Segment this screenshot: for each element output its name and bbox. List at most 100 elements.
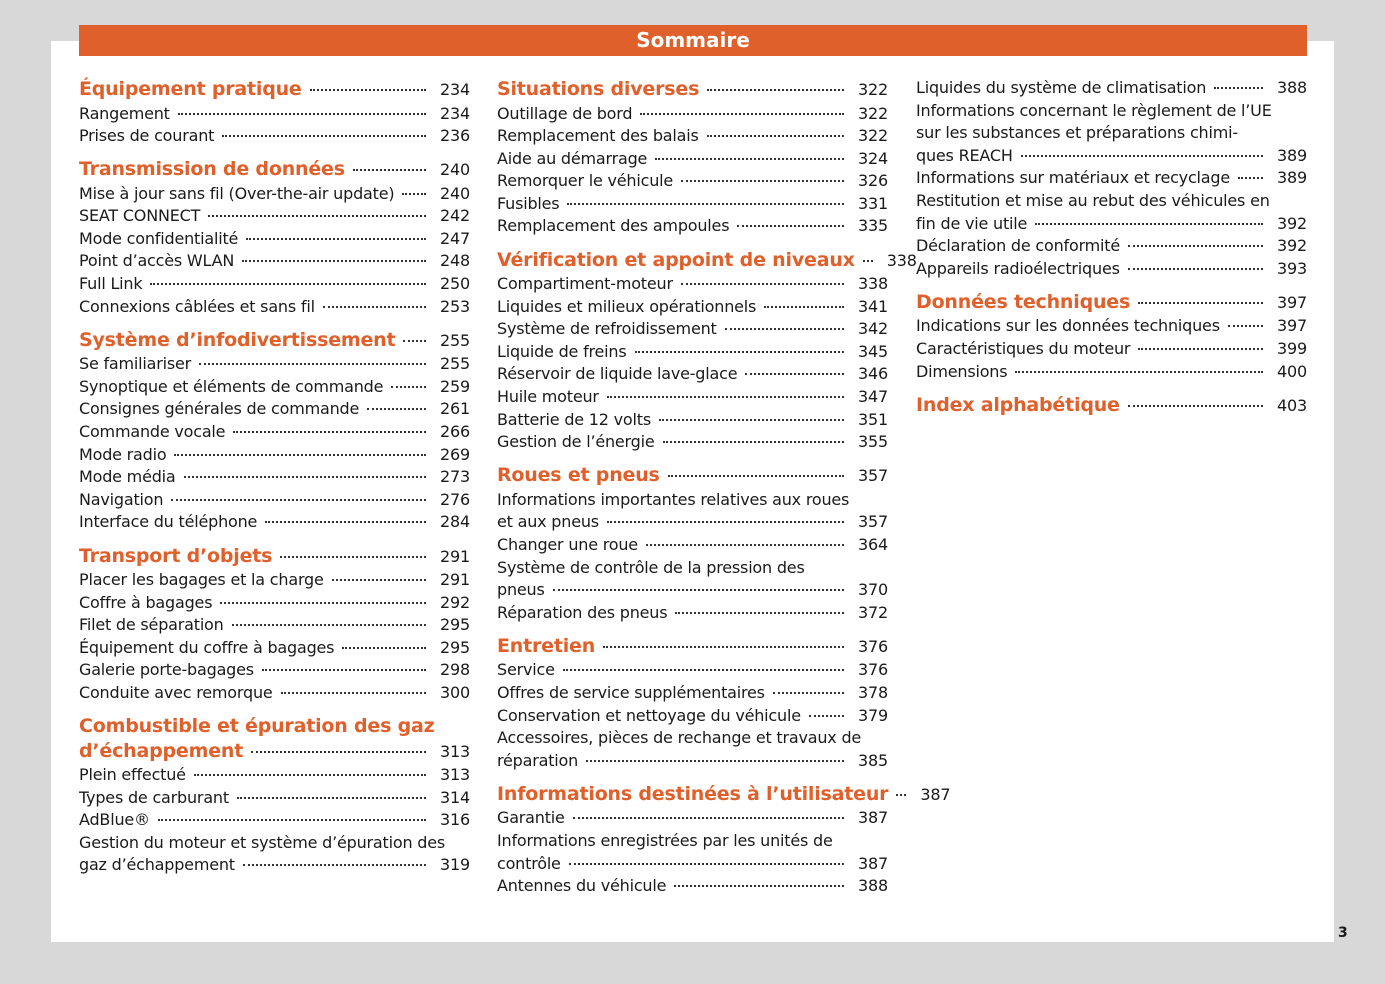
toc-entry-title: Système de contrôle de la pression des	[497, 557, 805, 577]
toc-page-number: 322	[858, 80, 888, 99]
toc-entry[interactable]: Réparation des pneus 372	[497, 602, 888, 625]
toc-line: Remorquer le véhicule 326	[497, 170, 888, 193]
toc-entry[interactable]: Outillage de bord 322	[497, 103, 888, 126]
toc-entry[interactable]: Se familiariser 255	[79, 353, 470, 376]
toc-entry-title: Mode média	[79, 467, 176, 487]
toc-entry[interactable]: Remorquer le véhicule 326	[497, 170, 888, 193]
toc-entry[interactable]: Informations importantes relatives aux r…	[497, 489, 888, 534]
toc-section-heading[interactable]: Entretien 376	[497, 634, 888, 660]
toc-entry[interactable]: Consignes générales de commande 261	[79, 398, 470, 421]
toc-line: Gestion du moteur et système d’épuration…	[79, 832, 470, 855]
toc-line: Prises de courant 236	[79, 125, 470, 148]
toc-entry[interactable]: Système de contrôle de la pression des pn…	[497, 557, 888, 602]
toc-entry[interactable]: Placer les bagages et la charge 291	[79, 569, 470, 592]
toc-entry[interactable]: AdBlue® 316	[79, 809, 470, 832]
toc-line: Réservoir de liquide lave-glace 346	[497, 363, 888, 386]
toc-entry[interactable]: Batterie de 12 volts 351	[497, 409, 888, 432]
toc-entry[interactable]: Informations enregistrées par les unités…	[497, 830, 888, 875]
toc-entry[interactable]: Caractéristiques du moteur 399	[916, 338, 1307, 361]
toc-entry[interactable]: Fusibles 331	[497, 193, 888, 216]
toc-entry[interactable]: Gestion de l’énergie 355	[497, 431, 888, 454]
toc-entry[interactable]: Filet de séparation 295	[79, 614, 470, 637]
toc-page-number: 322	[858, 126, 888, 146]
toc-line: Mode confidentialité 247	[79, 228, 470, 251]
toc-entry[interactable]: Synoptique et éléments de commande 259	[79, 376, 470, 399]
dot-leader	[655, 157, 844, 160]
toc-entry[interactable]: Dimensions 400	[916, 361, 1307, 384]
toc-entry[interactable]: Gestion du moteur et système d’épuration…	[79, 832, 470, 877]
dot-leader	[706, 135, 844, 138]
toc-section-heading[interactable]: Informations destinées à l’utilisateur 38…	[497, 782, 951, 808]
toc-entry[interactable]: Indications sur les données techniques 39…	[916, 315, 1307, 338]
toc-entry[interactable]: Informations concernant le règlement de …	[916, 100, 1307, 168]
toc-entry[interactable]: Équipement du coffre à bagages 295	[79, 637, 470, 660]
toc-entry[interactable]: Accessoires, pièces de rechange et trava…	[497, 727, 888, 772]
toc-entry-title: Système de refroidissement	[497, 319, 717, 339]
toc-entry-title: Mode radio	[79, 444, 167, 464]
toc-entry[interactable]: Types de carburant 314	[79, 787, 470, 810]
toc-entry[interactable]: Liquides du système de climatisation 388	[916, 77, 1307, 100]
toc-entry[interactable]: Plein effectué 313	[79, 764, 470, 787]
toc-entry[interactable]: Prises de courant 236	[79, 125, 470, 148]
toc-page-number: 335	[858, 216, 888, 236]
toc-entry[interactable]: Interface du téléphone 284	[79, 511, 470, 534]
toc-page-number: 261	[440, 399, 470, 419]
toc-entry[interactable]: Remplacement des balais 322	[497, 125, 888, 148]
toc-section-heading[interactable]: Transmission de données 240	[79, 157, 470, 183]
toc-entry[interactable]: Conservation et nettoyage du véhicule 379	[497, 705, 888, 728]
toc-section-heading[interactable]: Combustible et épuration des gaz d’échapp…	[79, 714, 470, 764]
toc-page-number: 276	[440, 489, 470, 509]
toc-entry[interactable]: Déclaration de conformité 392	[916, 235, 1307, 258]
dot-leader	[1015, 370, 1263, 373]
toc-line: Placer les bagages et la charge 291	[79, 569, 470, 592]
dot-leader	[562, 669, 844, 672]
toc-entry[interactable]: Full Link 250	[79, 273, 470, 296]
toc-section-heading[interactable]: Vérification et appoint de niveaux 338	[497, 248, 917, 274]
toc-entry[interactable]: Huile moteur 347	[497, 386, 888, 409]
toc-section-heading[interactable]: Équipement pratique 234	[79, 77, 470, 103]
toc-entry-title: Coffre à bagages	[79, 592, 213, 612]
toc-line: et aux pneus 357	[497, 511, 888, 534]
toc-entry[interactable]: Offres de service supplémentaires 378	[497, 682, 888, 705]
toc-entry[interactable]: Liquides et milieux opérationnels 341	[497, 296, 888, 319]
toc-section-heading[interactable]: Système d’infodivertissement 255	[79, 328, 470, 354]
toc-entry[interactable]: Coffre à bagages 292	[79, 592, 470, 615]
toc-entry[interactable]: Restitution et mise au rebut des véhicul…	[916, 190, 1307, 235]
toc-line: Batterie de 12 volts 351	[497, 409, 888, 432]
toc-section-heading[interactable]: Transport d’objets 291	[79, 544, 470, 570]
toc-entry[interactable]: Informations sur matériaux et recyclage 3…	[916, 167, 1307, 190]
toc-section-heading[interactable]: Index alphabétique 403	[916, 393, 1307, 419]
toc-entry[interactable]: Rangement 234	[79, 103, 470, 126]
toc-section-heading[interactable]: Situations diverses 322	[497, 77, 888, 103]
dot-leader	[658, 418, 844, 421]
toc-entry[interactable]: Navigation 276	[79, 489, 470, 512]
toc-entry[interactable]: Réservoir de liquide lave-glace 346	[497, 363, 888, 386]
toc-entry[interactable]: Commande vocale 266	[79, 421, 470, 444]
toc-entry[interactable]: Mode radio 269	[79, 444, 470, 467]
toc-entry-title: Déclaration de conformité	[916, 236, 1121, 256]
toc-entry[interactable]: Point d’accès WLAN 248	[79, 250, 470, 273]
toc-entry[interactable]: Connexions câblées et sans fil 253	[79, 296, 470, 319]
toc-entry[interactable]: Système de refroidissement 342	[497, 318, 888, 341]
toc-entry[interactable]: Garantie 387	[497, 807, 888, 830]
toc-entry[interactable]: Antennes du véhicule 388	[497, 875, 888, 898]
toc-entry[interactable]: Compartiment-moteur 338	[497, 273, 888, 296]
toc-entry[interactable]: Appareils radioélectriques 393	[916, 258, 1307, 281]
toc-section-heading[interactable]: Données techniques 397	[916, 290, 1307, 316]
dot-leader	[707, 89, 844, 91]
toc-section-heading[interactable]: Roues et pneus 357	[497, 463, 888, 489]
toc-entry[interactable]: Service 376	[497, 659, 888, 682]
toc-entry[interactable]: Remplacement des ampoules 335	[497, 215, 888, 238]
toc-entry[interactable]: Conduite avec remorque 300	[79, 682, 470, 705]
toc-entry[interactable]: Liquide de freins 345	[497, 341, 888, 364]
toc-entry[interactable]: Mode média 273	[79, 466, 470, 489]
toc-entry[interactable]: Changer une roue 364	[497, 534, 888, 557]
toc-entry[interactable]: SEAT CONNECT 242	[79, 205, 470, 228]
toc-entry[interactable]: Aide au démarrage 324	[497, 148, 888, 171]
toc-entry[interactable]: Mise à jour sans fil (Over-the-air updat…	[79, 183, 470, 206]
toc-entry[interactable]: Mode confidentialité 247	[79, 228, 470, 251]
dot-leader	[675, 611, 844, 614]
dot-leader	[174, 453, 426, 456]
toc-entry[interactable]: Galerie porte-bagages 298	[79, 659, 470, 682]
dot-leader	[322, 305, 426, 308]
